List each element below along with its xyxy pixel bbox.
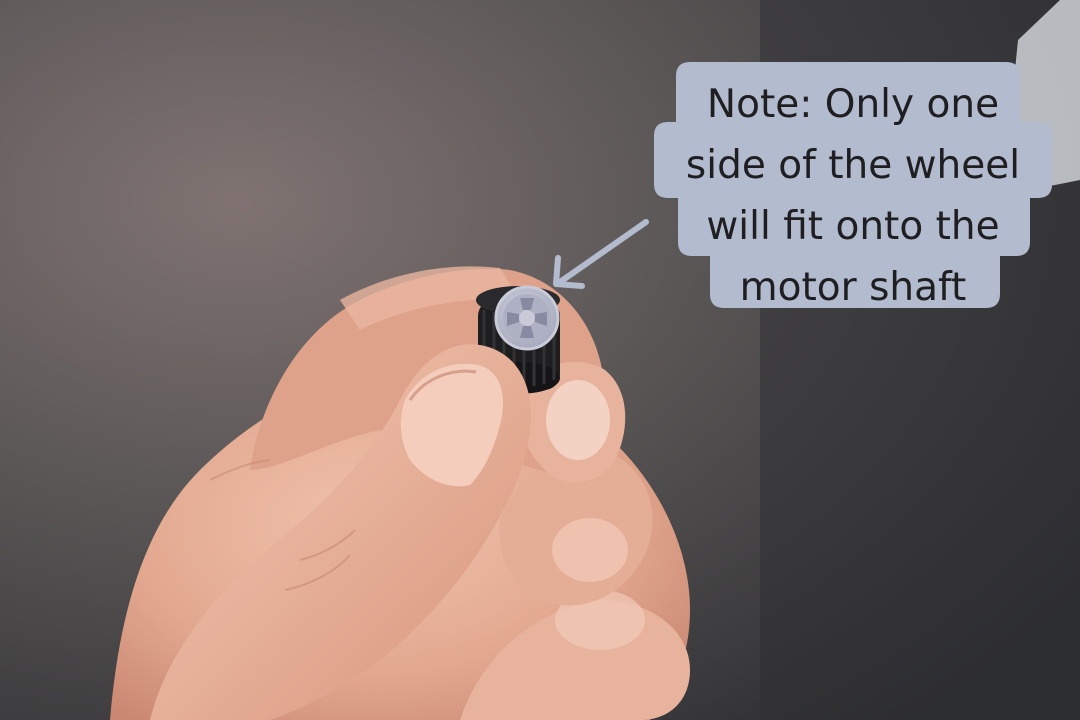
note-callout-background bbox=[654, 62, 1052, 308]
note-text: Note: Only one side of the wheel will fi… bbox=[685, 82, 1021, 310]
arrow-pointing-to-wheel-icon bbox=[553, 219, 649, 289]
note-callout: Note: Only one side of the wheel will fi… bbox=[654, 62, 1052, 310]
